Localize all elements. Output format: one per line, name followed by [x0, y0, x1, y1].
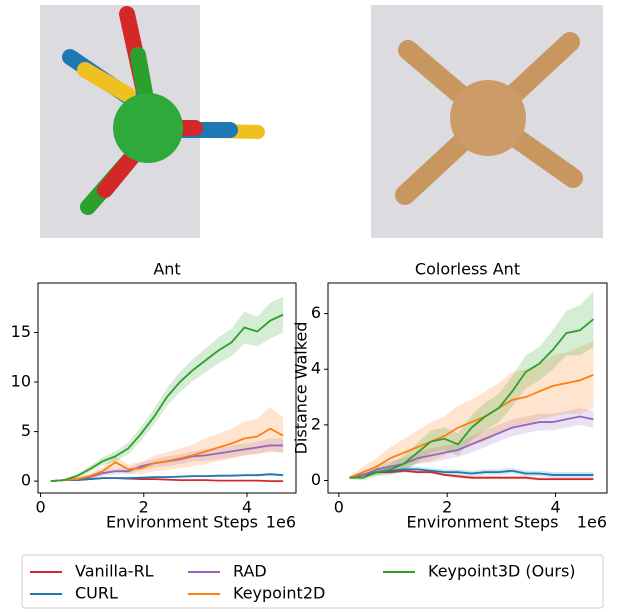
x-tick-label: 2: [442, 498, 452, 517]
chart-title: Ant: [153, 260, 180, 279]
legend: [21, 554, 604, 609]
series-line: [50, 473, 284, 483]
x-tick-label: 4: [242, 498, 252, 517]
error-band: [50, 296, 284, 482]
error-band: [50, 406, 284, 482]
y-tick-label: 15: [11, 322, 31, 341]
legend-label: Keypoint2D: [233, 584, 325, 603]
axes-frame: [37, 282, 297, 494]
error-band: [349, 341, 594, 480]
x-tick-label: 2: [139, 498, 149, 517]
axes-frame: [327, 282, 608, 494]
series-line: [349, 415, 594, 479]
series-line: [349, 318, 595, 479]
series-line: [50, 427, 284, 483]
ant-render: [40, 5, 265, 238]
y-axis-label: Distance Walked: [292, 322, 311, 455]
colorless-ant-render: [371, 5, 603, 238]
y-tick-label: 2: [311, 414, 321, 433]
y-tick-label: 0: [21, 471, 31, 490]
series-line: [349, 469, 594, 480]
legend-label: Vanilla-RL: [75, 562, 154, 581]
series-line: [349, 468, 594, 479]
y-tick-label: 4: [311, 359, 321, 378]
y-tick-label: 10: [11, 372, 31, 391]
x-tick-label: 0: [334, 498, 344, 517]
error-band: [349, 291, 594, 481]
x-tick-label: 0: [35, 498, 45, 517]
series-line: [50, 313, 284, 483]
x-axis-label: Environment Steps: [106, 513, 258, 532]
y-tick-label: 5: [21, 421, 31, 440]
x-axis-label: Environment Steps: [406, 513, 558, 532]
error-band: [50, 438, 284, 482]
legend-label: CURL: [75, 584, 118, 603]
x-tick-label: 4: [550, 498, 560, 517]
x-offset-label: 1e6: [266, 513, 296, 532]
series-line: [349, 373, 594, 479]
y-tick-label: 0: [311, 470, 321, 489]
y-tick-label: 6: [311, 303, 321, 322]
legend-label: Keypoint3D (Ours): [428, 562, 576, 581]
x-offset-label: 1e6: [577, 513, 607, 532]
chart-title: Colorless Ant: [415, 260, 520, 279]
legend-label: RAD: [233, 562, 267, 581]
